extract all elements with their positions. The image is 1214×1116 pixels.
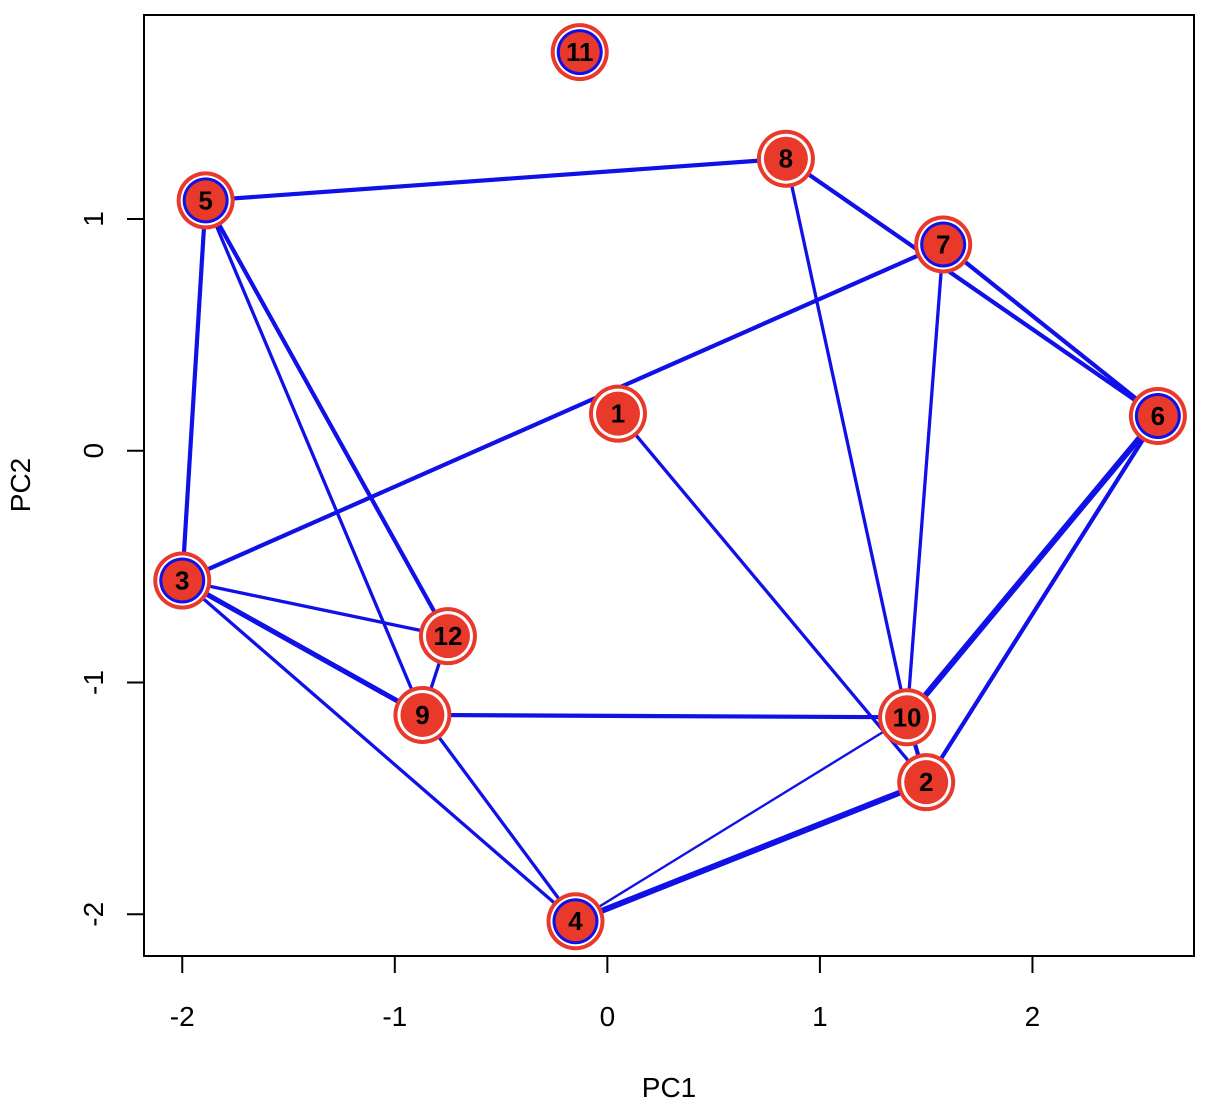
x-axis: -2 -1 0 1 2: [170, 955, 1041, 1032]
edge-6-10: [904, 412, 1161, 721]
node-label: 4: [568, 906, 583, 936]
node-label: 12: [433, 621, 462, 651]
edge-3-12: [180, 578, 450, 638]
node-core: [885, 695, 930, 740]
node-label: 2: [919, 767, 933, 797]
node-4: 4: [546, 892, 605, 951]
node-label: 7: [936, 229, 950, 259]
node-8: 8: [756, 129, 815, 188]
y-tick-label: -1: [78, 670, 109, 695]
node-label: 5: [198, 185, 212, 215]
node-5: 5: [176, 171, 235, 230]
node-6: 6: [1128, 386, 1187, 445]
node-core: [763, 136, 808, 181]
edge-5-12: [203, 198, 451, 639]
node-core: [559, 32, 600, 73]
y-tick-label: 0: [78, 443, 109, 459]
edge-8-10: [784, 157, 909, 719]
node-core: [425, 614, 470, 659]
node-2: 2: [897, 753, 956, 812]
node-core: [595, 391, 640, 436]
x-tick-label: -2: [170, 1001, 195, 1032]
edge-3-4: [180, 578, 578, 923]
edge-7-6: [941, 242, 1160, 419]
edge-7-10: [905, 242, 945, 719]
edge-8-6: [783, 156, 1160, 419]
edge-1-2: [616, 412, 928, 784]
edge-7-3: [180, 242, 946, 583]
x-axis-title: PC1: [642, 1072, 696, 1103]
y-tick-label: -2: [78, 902, 109, 927]
node-label: 8: [779, 144, 793, 174]
node-3: 3: [153, 551, 212, 610]
plot-frame: [143, 14, 1195, 957]
x-tick-label: 1: [812, 1001, 828, 1032]
node-label: 6: [1151, 401, 1165, 431]
node-9: 9: [393, 685, 452, 744]
edges-layer: [179, 156, 1161, 925]
node-core: [923, 224, 964, 265]
node-core: [904, 760, 949, 805]
node-10: 10: [878, 688, 937, 747]
edge-5-8: [203, 156, 789, 203]
edge-5-3: [180, 198, 208, 583]
node-label: 11: [566, 37, 594, 67]
y-tick-label: 1: [78, 211, 109, 227]
node-11: 11: [550, 23, 609, 82]
edge-4-2: [572, 779, 930, 925]
node-label: 10: [893, 702, 922, 732]
edge-9-4: [420, 713, 578, 923]
edge-3-9: [179, 577, 425, 718]
edge-6-2: [924, 413, 1160, 785]
node-core: [400, 692, 445, 737]
edge-4-10: [574, 716, 909, 923]
y-axis-title: PC2: [5, 458, 36, 512]
y-axis: -2 -1 0 1: [78, 211, 145, 927]
node-7: 7: [914, 215, 973, 274]
edge-5-9: [203, 198, 425, 717]
node-12: 12: [418, 607, 477, 666]
x-tick-label: -1: [382, 1001, 407, 1032]
node-label: 9: [415, 700, 429, 730]
node-label: 1: [611, 399, 625, 429]
node-core: [1137, 395, 1178, 436]
node-core: [555, 901, 596, 942]
node-1: 1: [588, 384, 647, 443]
node-core: [162, 560, 203, 601]
edge-9-10: [420, 712, 910, 720]
x-tick-label: 0: [600, 1001, 616, 1032]
node-label: 3: [175, 566, 189, 596]
node-core: [185, 180, 226, 221]
x-tick-label: 2: [1025, 1001, 1041, 1032]
